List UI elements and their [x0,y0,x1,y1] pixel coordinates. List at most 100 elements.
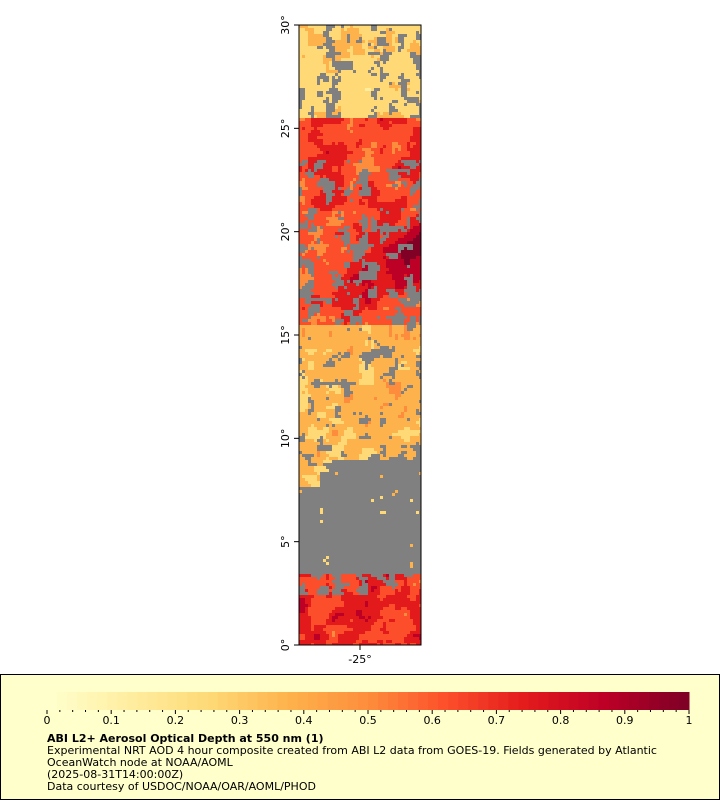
aod-cell [380,103,383,106]
aod-cell [413,223,416,226]
aod-cell [305,307,308,310]
aod-cell [383,199,386,202]
aod-cell [362,367,365,370]
aod-cell [386,283,389,286]
aod-cell [386,229,389,232]
aod-cell [401,94,404,97]
aod-cell [302,31,305,34]
aod-cell [350,37,353,40]
aod-cell [407,121,410,124]
aod-cell [398,97,401,100]
aod-cell [389,97,392,100]
aod-cell [389,211,392,214]
aod-cell [350,139,353,142]
aod-cell [299,241,302,244]
aod-cell [329,172,332,175]
aod-cell [359,247,362,250]
aod-cell [311,40,314,43]
aod-cell [413,34,416,37]
aod-cell [314,73,317,76]
aod-cell [311,286,314,289]
aod-cell [359,211,362,214]
aod-cell [305,385,308,388]
aod-cell [311,64,314,67]
aod-cell [359,277,362,280]
aod-cell [314,106,317,109]
aod-cell [383,316,386,319]
aod-cell [323,121,326,124]
aod-cell [347,34,350,37]
aod-cell [419,34,421,37]
aod-cell [332,226,335,229]
aod-cell [368,115,371,118]
aod-cell [398,199,401,202]
aod-cell [302,163,305,166]
aod-cell [356,217,359,220]
aod-cell [362,28,365,31]
aod-cell [347,148,350,151]
aod-cell [302,79,305,82]
aod-cell [392,319,395,322]
aod-cell [362,364,365,367]
aod-cell [350,388,353,391]
aod-cell [317,154,320,157]
aod-cell [356,25,359,28]
aod-cell [359,193,362,196]
aod-cell [416,232,419,235]
aod-cell [332,208,335,211]
aod-cell [371,325,374,328]
aod-cell [383,106,386,109]
aod-cell [368,118,371,121]
aod-cell [356,340,359,343]
aod-cell [380,151,383,154]
aod-cell [308,184,311,187]
aod-cell [386,322,389,325]
aod-cell [305,316,308,319]
aod-cell [323,358,326,361]
aod-cell [311,25,314,28]
aod-cell [302,112,305,115]
aod-cell [338,25,341,28]
aod-cell [401,214,404,217]
aod-cell [314,295,317,298]
aod-cell [332,367,335,370]
aod-cell [317,232,320,235]
aod-cell [314,82,317,85]
aod-cell [392,88,395,91]
aod-cell [362,37,365,40]
aod-cell [347,166,350,169]
aod-cell [362,262,365,265]
aod-cell [326,349,329,352]
aod-cell [317,112,320,115]
aod-cell [389,382,392,385]
aod-cell [356,238,359,241]
aod-cell [371,244,374,247]
aod-cell [365,295,368,298]
aod-cell [362,100,365,103]
aod-cell [320,208,323,211]
aod-cell [362,283,365,286]
aod-cell [362,271,365,274]
aod-cell [302,280,305,283]
aod-cell [410,286,413,289]
aod-cell [311,376,314,379]
aod-cell [377,202,380,205]
aod-cell [404,88,407,91]
aod-cell [314,250,317,253]
aod-cell [341,112,344,115]
aod-cell [416,184,419,187]
aod-cell [371,358,374,361]
aod-cell [323,55,326,58]
aod-cell [407,169,410,172]
aod-cell [377,238,380,241]
aod-cell [317,262,320,265]
aod-cell [347,322,350,325]
aod-cell [329,58,332,61]
aod-cell [368,40,371,43]
aod-cell [320,205,323,208]
aod-cell [380,235,383,238]
aod-cell [368,58,371,61]
aod-cell [353,355,356,358]
aod-cell [413,343,416,346]
aod-cell [317,241,320,244]
